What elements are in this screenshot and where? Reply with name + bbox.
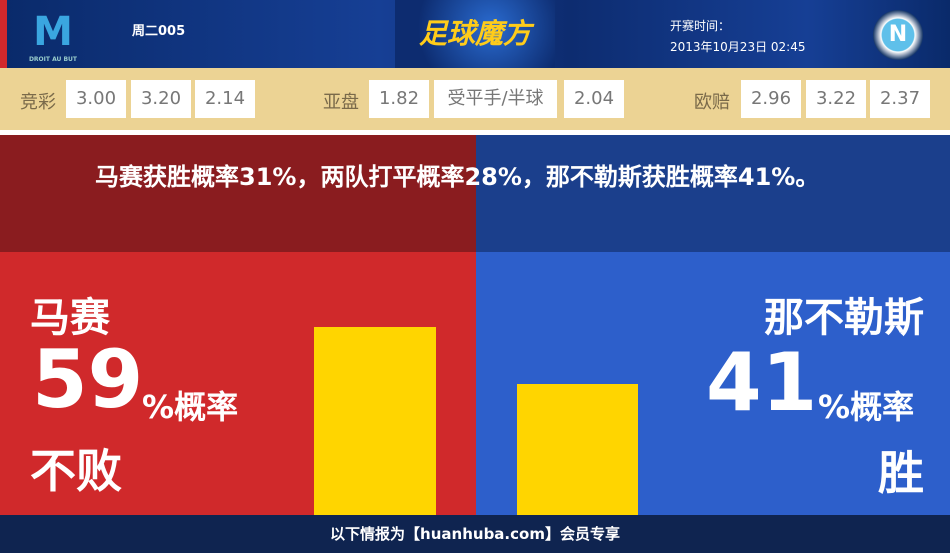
odds-value: 2.04 <box>564 80 624 118</box>
handicap-value: 受平手/半球 <box>434 80 557 118</box>
home-probability-bar <box>314 327 436 515</box>
away-percent-suffix: %概率 <box>818 388 915 426</box>
match-code: 周二005 <box>132 24 186 39</box>
home-logo-motto: DROIT AU BUT <box>28 56 78 63</box>
oupei-label: 欧赔 <box>694 92 730 113</box>
brand-logo: 足球魔方 <box>395 0 555 68</box>
home-team-name: 马赛 <box>30 295 110 341</box>
odds-value: 3.00 <box>66 80 126 118</box>
away-team-logo: N <box>873 10 923 60</box>
member-footer: 以下情报为【huanhuba.com】会员专享 <box>0 515 950 553</box>
jingcai-label: 竞彩 <box>20 92 56 113</box>
probability-summary: 马赛获胜概率31%，两队打平概率28%，那不勒斯获胜概率41%。 <box>95 163 820 191</box>
away-outcome: 胜 <box>878 446 924 500</box>
away-team-name: 那不勒斯 <box>764 295 924 341</box>
odds-value: 2.14 <box>195 80 255 118</box>
home-team-logo: M DROIT AU BUT <box>28 9 78 63</box>
home-outcome: 不败 <box>30 444 122 498</box>
odds-value: 1.82 <box>369 80 429 118</box>
yapan-label: 亚盘 <box>323 92 359 113</box>
kickoff-time: 2013年10月23日 02:45 <box>670 40 806 54</box>
kickoff-label: 开赛时间： <box>670 19 731 33</box>
odds-value: 3.20 <box>131 80 191 118</box>
odds-value: 2.37 <box>870 80 930 118</box>
odds-value: 2.96 <box>741 80 801 118</box>
odds-value: 3.22 <box>806 80 866 118</box>
banner-left <box>0 135 476 252</box>
odds-bar: 竞彩 3.00 3.20 2.14 亚盘 1.82 受平手/半球 2.04 欧赔… <box>0 68 950 130</box>
away-percent: 41 <box>706 336 818 429</box>
banner-right <box>476 135 950 252</box>
home-color-strip <box>0 0 7 68</box>
away-probability-bar <box>517 384 638 515</box>
home-percent: 59 <box>32 333 144 426</box>
home-percent-suffix: %概率 <box>142 388 239 426</box>
